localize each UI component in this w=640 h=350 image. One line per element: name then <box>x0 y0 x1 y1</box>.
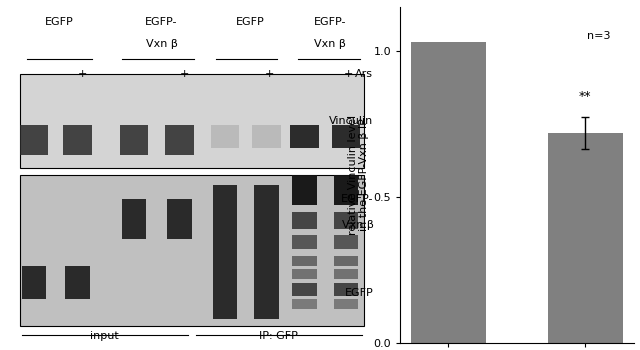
Text: Vinculin: Vinculin <box>329 116 373 126</box>
Bar <box>167 198 192 239</box>
Text: **: ** <box>579 90 591 103</box>
Bar <box>252 125 281 148</box>
Text: EGFP: EGFP <box>45 17 74 27</box>
Text: B: B <box>0 0 13 4</box>
Bar <box>333 212 358 229</box>
Text: Ars: Ars <box>355 69 373 79</box>
Bar <box>254 185 279 320</box>
Text: EGFP: EGFP <box>345 288 373 298</box>
Bar <box>120 125 148 155</box>
Y-axis label: relative Vinculin level
in the EGFP-Vxn β IP: relative Vinculin level in the EGFP-Vxn … <box>348 115 369 235</box>
Text: +: + <box>180 69 189 79</box>
Bar <box>292 256 317 266</box>
Bar <box>20 125 48 155</box>
Bar <box>63 125 92 155</box>
Bar <box>20 74 364 168</box>
Bar <box>332 125 360 148</box>
Text: Vxn β: Vxn β <box>314 39 346 49</box>
Text: -: - <box>226 69 230 79</box>
Bar <box>333 256 358 266</box>
Text: n=3: n=3 <box>587 30 611 41</box>
Bar <box>292 299 317 309</box>
Bar <box>333 282 358 296</box>
Bar <box>333 236 358 249</box>
Bar <box>548 133 623 343</box>
Text: IP: GFP: IP: GFP <box>259 331 298 341</box>
Text: +: + <box>77 69 87 79</box>
Bar <box>165 125 194 155</box>
Bar <box>20 175 364 326</box>
Bar <box>292 269 317 279</box>
Bar <box>290 125 319 148</box>
Text: EGFP: EGFP <box>236 17 265 27</box>
Bar <box>212 185 237 320</box>
Bar <box>122 198 147 239</box>
Text: EGFP-: EGFP- <box>314 17 346 27</box>
Text: -: - <box>137 69 141 79</box>
Text: +: + <box>344 69 353 79</box>
Text: Vxn β: Vxn β <box>342 220 373 230</box>
Bar <box>65 266 90 299</box>
Text: -: - <box>35 69 38 79</box>
Bar <box>22 266 46 299</box>
Bar <box>292 175 317 205</box>
Bar <box>292 236 317 249</box>
Text: EGFP-: EGFP- <box>341 194 373 203</box>
Bar <box>333 175 358 205</box>
Text: -: - <box>305 69 309 79</box>
Bar <box>292 212 317 229</box>
Text: Vxn β: Vxn β <box>145 39 177 49</box>
Bar <box>333 269 358 279</box>
Bar <box>292 282 317 296</box>
Text: EGFP-: EGFP- <box>145 17 178 27</box>
Bar <box>333 299 358 309</box>
Text: +: + <box>265 69 274 79</box>
Bar <box>211 125 239 148</box>
Bar <box>411 42 486 343</box>
Text: input: input <box>90 331 119 341</box>
